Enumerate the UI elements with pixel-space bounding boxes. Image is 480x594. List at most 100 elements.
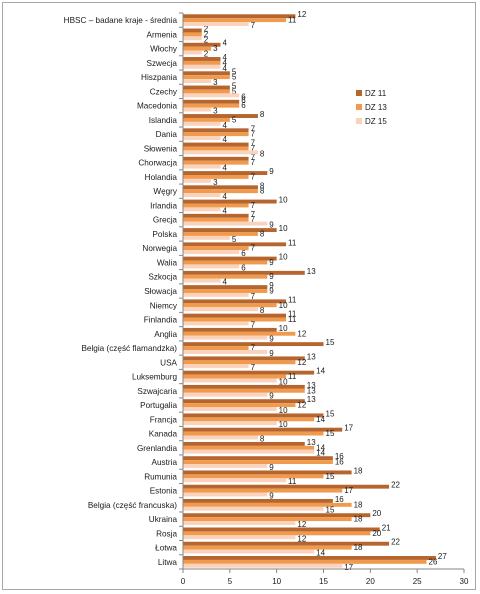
data-label: 22	[391, 481, 400, 490]
bar	[183, 32, 202, 37]
bar	[183, 260, 268, 265]
bar	[183, 563, 343, 568]
data-label: 10	[279, 196, 288, 205]
bar	[183, 89, 230, 94]
legend-swatch	[356, 104, 362, 110]
data-label: 22	[391, 538, 400, 547]
category-label: Grecja	[153, 216, 178, 225]
data-label: 9	[269, 281, 274, 290]
data-label: 12	[297, 534, 306, 543]
bar	[183, 185, 258, 190]
bar	[183, 545, 352, 550]
data-label: 8	[260, 149, 265, 158]
bar	[183, 264, 240, 269]
data-label: 16	[335, 495, 344, 504]
data-label: 8	[260, 229, 265, 238]
bar	[183, 246, 249, 251]
bar	[183, 93, 240, 98]
legend-swatch	[356, 90, 362, 96]
data-label: 7	[251, 172, 256, 181]
category-label: Finlandia	[144, 316, 178, 325]
bar	[183, 470, 352, 475]
bar	[183, 292, 249, 297]
data-label: 8	[260, 110, 265, 119]
data-label: 11	[288, 295, 297, 304]
bar	[183, 79, 212, 84]
bar	[183, 142, 249, 147]
bar-chart: HBSC – badane kraje - średnia Armenia Włoc…	[64, 10, 469, 586]
bar	[183, 103, 240, 108]
category-label: Anglia	[154, 330, 177, 339]
bar	[183, 407, 277, 411]
bar	[183, 121, 221, 126]
category-label: HBSC – badane kraje - średnia	[64, 16, 178, 25]
data-label: 6	[241, 249, 246, 258]
data-label: 14	[316, 449, 325, 458]
bar	[183, 513, 371, 518]
data-label: 4	[222, 64, 227, 73]
category-label: Litwa	[158, 558, 178, 567]
data-label: 6	[241, 101, 246, 110]
data-label: 7	[251, 210, 256, 219]
bar	[183, 160, 249, 165]
data-label: 9	[269, 272, 274, 281]
x-tick-label: 5	[228, 577, 233, 586]
bar	[183, 232, 258, 236]
bar	[183, 250, 240, 255]
category-label: Niemcy	[150, 301, 178, 310]
category-label: Chorwacja	[138, 159, 177, 168]
category-label: Luksemburg	[132, 373, 178, 382]
data-label: 16	[335, 452, 344, 461]
bar	[183, 178, 212, 183]
data-label: 5	[232, 115, 237, 124]
data-label: 10	[279, 324, 288, 333]
bar	[183, 392, 268, 397]
bar	[183, 199, 277, 204]
bar	[183, 85, 230, 90]
bar	[183, 441, 305, 446]
data-label: 7	[251, 363, 256, 372]
data-label: 17	[344, 424, 353, 433]
chart-frame: HBSC – badane kraje - średnia Armenia Włoc…	[2, 2, 476, 590]
legend-label: DZ 13	[365, 103, 387, 112]
bar	[183, 478, 287, 483]
legend-swatch	[356, 118, 362, 124]
bar	[183, 114, 258, 118]
bar	[183, 274, 268, 279]
bar	[183, 207, 221, 212]
category-label: Portugalia	[140, 401, 177, 410]
category-label: Norwegia	[142, 244, 177, 253]
data-label: 9	[269, 167, 274, 176]
bar	[183, 456, 333, 461]
bar	[183, 193, 221, 198]
bar	[183, 156, 249, 161]
bar	[183, 331, 296, 336]
data-label: 4	[222, 58, 227, 67]
bar	[183, 378, 277, 383]
data-label: 12	[297, 358, 306, 367]
category-label: Szwajcaria	[137, 387, 177, 396]
x-tick-label: 30	[460, 577, 469, 586]
legend-label: DZ 11	[365, 89, 387, 98]
category-label: Austria	[152, 458, 178, 467]
bar	[183, 146, 249, 151]
data-label: 7	[251, 244, 256, 253]
bar	[183, 285, 268, 290]
category-label: Estonia	[150, 487, 178, 496]
data-label: 7	[251, 21, 256, 30]
bar	[183, 14, 296, 19]
data-label: 2	[204, 35, 209, 44]
data-label: 9	[269, 491, 274, 500]
bar	[183, 556, 436, 560]
data-label: 7	[251, 292, 256, 301]
category-label: Irlandia	[150, 201, 177, 210]
data-label: 10	[279, 420, 288, 429]
bar	[183, 64, 221, 69]
bar	[183, 435, 258, 440]
data-label: 27	[438, 552, 447, 561]
bar	[183, 559, 427, 564]
bar	[183, 502, 352, 507]
data-label: 17	[344, 563, 353, 572]
bar	[183, 506, 324, 511]
data-label: 12	[297, 401, 306, 410]
